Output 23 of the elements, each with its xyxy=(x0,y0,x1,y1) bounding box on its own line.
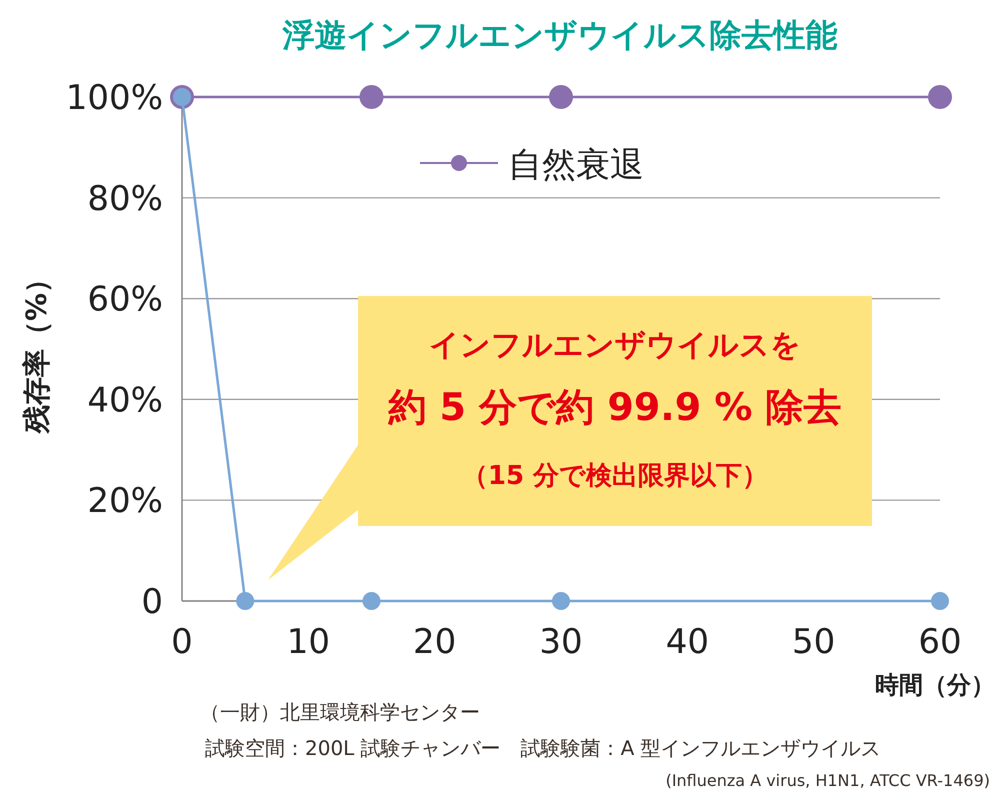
x-axis-title: 時間（分） xyxy=(875,671,995,699)
y-tick-label: 20% xyxy=(87,481,163,522)
text: （一財）北里環境科学センター xyxy=(200,700,480,724)
y-axis-title: 残存率（%） xyxy=(20,264,53,434)
y-tick-label: 0 xyxy=(141,582,163,622)
x-tick-label: 50 xyxy=(792,622,836,662)
y-tick-label: 80% xyxy=(87,178,163,219)
chart-title: 浮遊インフルエンザウイルス除去性能 xyxy=(282,16,838,54)
x-tick-label: 60 xyxy=(918,622,962,662)
x-tick-label: 0 xyxy=(171,622,193,662)
annotation: インフルエンザウイルスを xyxy=(429,328,801,363)
x-tick-label: 20 xyxy=(413,622,456,662)
text: (Influenza A virus, H1N1, ATCC VR-1469) xyxy=(666,771,990,790)
annotation: 約 5 分で約 99.9 % 除去 xyxy=(387,385,842,429)
y-tick-label: 100% xyxy=(66,78,163,118)
y-tick-label: 40% xyxy=(87,380,163,420)
legend-label: 自然衰退 xyxy=(508,145,644,185)
x-tick-label: 10 xyxy=(286,622,330,662)
y-tick-label: 60% xyxy=(87,280,163,320)
annotation: （15 分で検出限界以下） xyxy=(462,461,768,491)
x-tick-label: 30 xyxy=(539,622,583,662)
text: 試験空間：200L 試験チャンバー 試験験菌：A 型インフルエンザウイルス xyxy=(205,736,881,760)
x-tick-label: 40 xyxy=(666,622,709,662)
